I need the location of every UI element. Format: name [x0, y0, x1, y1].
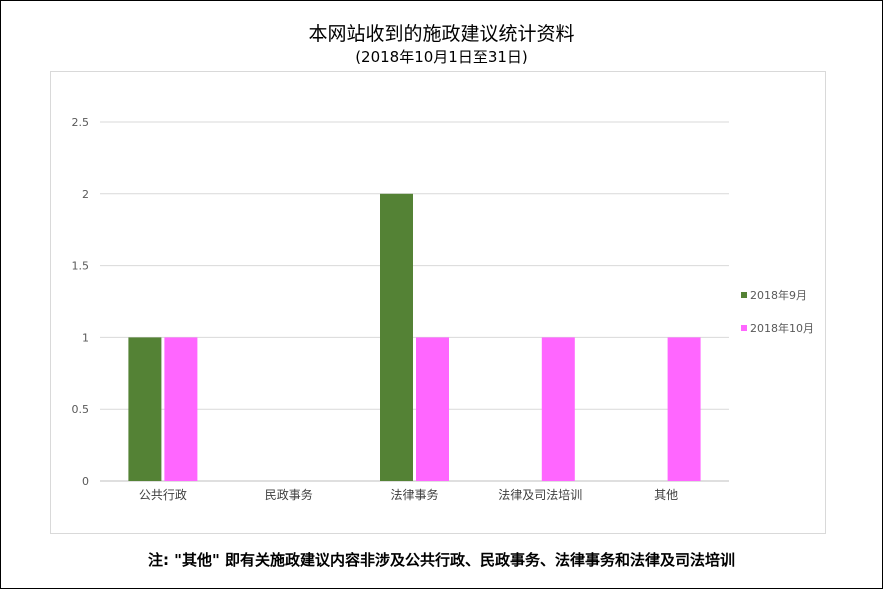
- y-tick-label: 2: [82, 188, 89, 201]
- x-tick-label: 法律及司法培训: [498, 487, 582, 502]
- legend-label: 2018年9月: [750, 288, 807, 302]
- y-tick-label: 0: [82, 475, 89, 488]
- bar: [667, 337, 701, 481]
- y-tick-label: 1.5: [72, 260, 90, 273]
- y-tick-label: 2.5: [72, 116, 90, 129]
- chart-area: [50, 71, 826, 534]
- y-tick-label: 1: [82, 331, 89, 344]
- legend-marker: [741, 292, 747, 298]
- y-tick-label: 0.5: [72, 403, 90, 416]
- x-tick-label: 民政事务: [265, 487, 313, 502]
- legend-label: 2018年10月: [750, 321, 814, 335]
- chart-title: 本网站收到的施政建议统计资料: [308, 23, 575, 45]
- bar: [164, 337, 198, 481]
- x-tick-label: 其他: [654, 488, 678, 502]
- bar: [128, 337, 162, 481]
- footnote: 注: "其他" 即有关施政建议内容非涉及公共行政、民政事务、法律事务和法律及司法…: [147, 551, 736, 569]
- bar: [380, 193, 413, 482]
- chart-subtitle: (2018年10月1日至31日): [355, 48, 528, 66]
- bar: [416, 337, 449, 481]
- x-tick-label: 法律事务: [390, 487, 438, 502]
- bar: [541, 337, 575, 481]
- x-tick-label: 公共行政: [139, 488, 187, 502]
- legend-marker: [741, 325, 747, 331]
